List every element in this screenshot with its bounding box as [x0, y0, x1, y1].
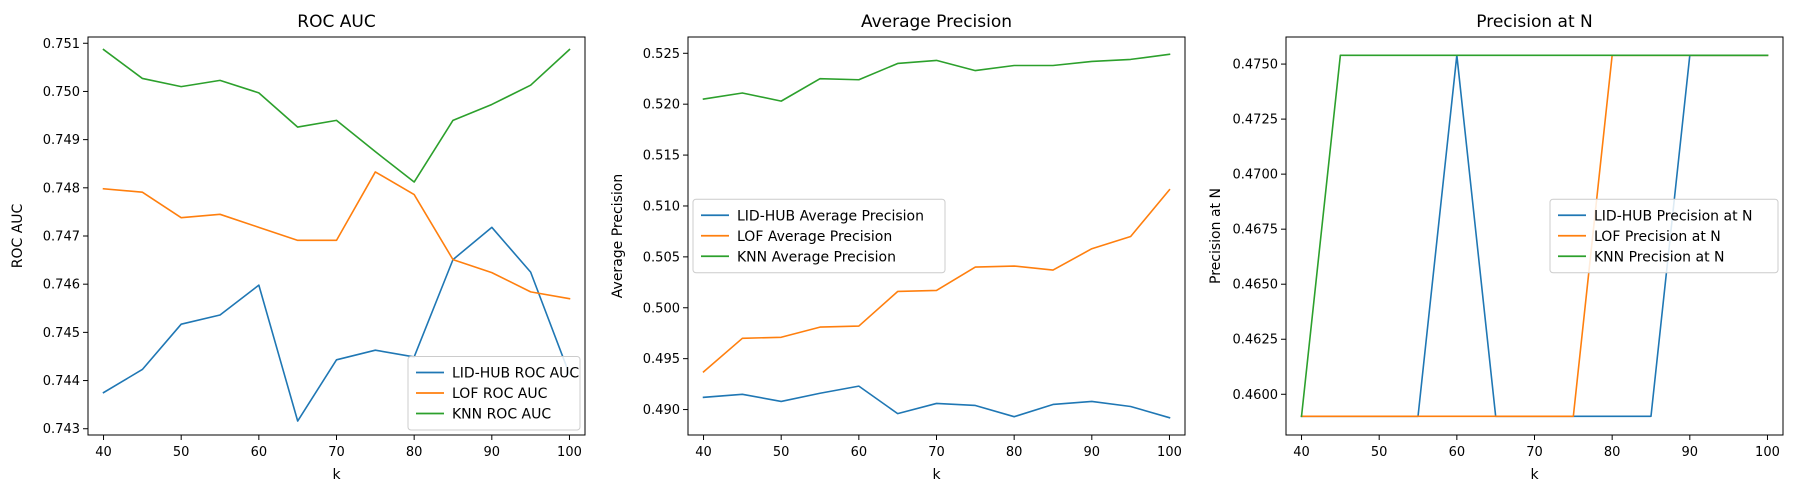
x-tick-label: 80 [1604, 445, 1621, 460]
x-tick-label: 60 [851, 445, 868, 460]
y-tick-label: 0.4725 [1233, 113, 1279, 128]
y-axis-label: Average Precision [610, 174, 626, 298]
series-line-1 [102, 226, 571, 422]
x-tick-label: 60 [1449, 445, 1466, 460]
y-tick-label: 0.500 [643, 301, 680, 316]
y-tick-label: 0.748 [43, 181, 80, 196]
y-tick-label: 0.4650 [1233, 278, 1279, 293]
axes-frame [1285, 36, 1784, 436]
x-tick-label: 100 [1157, 445, 1182, 460]
legend-label: LID-HUB Precision at N [1594, 208, 1753, 224]
legend: LID-HUB ROC AUC LOF ROC AUC KNN ROC AUC [407, 356, 581, 431]
y-tick-label: 0.746 [43, 278, 80, 293]
x-tick-label: 50 [173, 445, 190, 460]
y-tick-label: 0.751 [43, 37, 80, 52]
chart-title: Average Precision [861, 12, 1012, 32]
legend-label: LOF ROC AUC [452, 386, 548, 402]
legend-box [407, 356, 581, 431]
x-tick-label: 90 [1682, 445, 1699, 460]
y-tick-label: 0.743 [43, 422, 80, 437]
y-tick-label: 0.4750 [1233, 58, 1279, 73]
legend-label: LID-HUB ROC AUC [452, 366, 579, 382]
y-tick-label: 0.505 [643, 250, 680, 265]
y-tick-label: 0.510 [643, 199, 680, 214]
x-tick-label: 80 [1006, 445, 1023, 460]
legend-label: KNN ROC AUC [452, 407, 551, 423]
series-line-2 [702, 188, 1171, 374]
x-axis-label: k [1530, 467, 1539, 483]
x-tick-label: 70 [1526, 445, 1543, 460]
y-tick-label: 0.4600 [1233, 388, 1279, 403]
y-tick-label: 0.4700 [1233, 168, 1279, 183]
y-axis-label: ROC AUC [10, 203, 26, 268]
chart-1: ROC AUC 40 50 60 70 80 90 100 0.743 0.744 0.745 0.7… [10, 12, 586, 483]
y-tick-label: 0.745 [43, 326, 80, 341]
x-tick-label: 40 [95, 445, 112, 460]
chart-2: Average Precision 40 50 60 70 80 90 100 0.490 0.4… [610, 12, 1186, 483]
legend-box [1549, 198, 1779, 274]
x-tick-label: 50 [1371, 445, 1388, 460]
y-tick-label: 0.744 [43, 374, 80, 389]
y-tick-label: 0.4675 [1233, 223, 1279, 238]
legend: LID-HUB Precision at N LOF Precision at N… [1549, 198, 1779, 274]
y-tick-label: 0.750 [43, 85, 80, 100]
series-line-3 [102, 48, 571, 183]
series-line-3 [702, 53, 1171, 102]
legend: LID-HUB Average Precision LOF Average Pre… [692, 198, 946, 274]
series-line-1 [702, 385, 1171, 419]
y-tick-label: 0.749 [43, 133, 80, 148]
chart-title: ROC AUC [297, 12, 375, 32]
legend-label: KNN Average Precision [737, 249, 896, 265]
x-tick-label: 80 [406, 445, 423, 460]
y-tick-label: 0.747 [43, 230, 80, 245]
chart-3: Precision at N 40 50 60 70 80 90 100 0.4600 0.462… [1208, 12, 1784, 483]
x-tick-label: 100 [557, 445, 582, 460]
legend-label: KNN Precision at N [1594, 249, 1724, 265]
y-tick-label: 0.515 [643, 149, 680, 164]
x-axis-label: k [332, 467, 341, 483]
x-tick-label: 90 [484, 445, 501, 460]
x-tick-label: 90 [1084, 445, 1101, 460]
series-group [702, 53, 1171, 419]
y-tick-label: 0.4625 [1233, 333, 1279, 348]
legend-label: LOF Average Precision [737, 229, 892, 245]
y-tick-label: 0.520 [643, 98, 680, 113]
y-axis-label: Precision at N [1208, 188, 1224, 284]
x-tick-label: 40 [695, 445, 712, 460]
y-tick-label: 0.490 [643, 403, 680, 418]
x-tick-label: 70 [328, 445, 345, 460]
x-tick-label: 100 [1755, 445, 1780, 460]
x-axis-label: k [932, 467, 941, 483]
chart-title: Precision at N [1476, 12, 1592, 32]
x-tick-label: 70 [928, 445, 945, 460]
axes-frame [687, 36, 1186, 436]
legend-label: LID-HUB Average Precision [737, 208, 924, 224]
x-tick-label: 50 [773, 445, 790, 460]
series-line-2 [102, 171, 571, 300]
legend-label: LOF Precision at N [1594, 229, 1721, 245]
series-group [102, 48, 571, 422]
legend-box [692, 198, 946, 274]
axes-frame [87, 36, 586, 436]
series-line-3 [1300, 54, 1769, 418]
y-tick-label: 0.525 [643, 47, 680, 62]
y-tick-label: 0.495 [643, 352, 680, 367]
x-tick-label: 40 [1293, 445, 1310, 460]
x-tick-label: 60 [251, 445, 268, 460]
series-group [1300, 54, 1769, 418]
